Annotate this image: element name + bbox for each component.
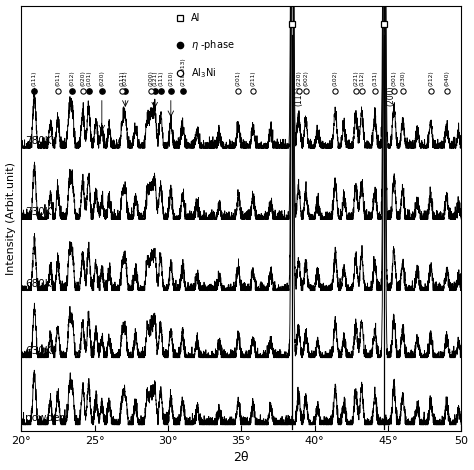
Text: (011): (011) bbox=[55, 71, 60, 86]
Text: (230): (230) bbox=[400, 70, 405, 86]
Text: 680K: 680K bbox=[25, 279, 51, 289]
Text: (112): (112) bbox=[359, 71, 364, 86]
Text: (021): (021) bbox=[123, 70, 128, 86]
Text: (101): (101) bbox=[86, 71, 91, 86]
Text: (012): (012) bbox=[70, 70, 75, 86]
Y-axis label: Intensity (Arbit.unit): Intensity (Arbit.unit) bbox=[6, 162, 16, 275]
X-axis label: 2θ: 2θ bbox=[234, 452, 249, 464]
Text: Al: Al bbox=[191, 13, 201, 23]
Text: (201): (201) bbox=[236, 70, 241, 86]
Text: (210,013): (210,013) bbox=[180, 58, 185, 86]
Text: (200): (200) bbox=[386, 86, 395, 106]
Text: (111): (111) bbox=[294, 86, 303, 106]
Text: (200): (200) bbox=[148, 70, 154, 86]
Text: (040): (040) bbox=[444, 70, 449, 86]
Text: 780K: 780K bbox=[25, 136, 51, 146]
Text: (002): (002) bbox=[303, 70, 309, 86]
Text: (111): (111) bbox=[32, 71, 37, 86]
Text: (211): (211) bbox=[251, 71, 255, 86]
Text: (121): (121) bbox=[152, 71, 157, 86]
Text: (221): (221) bbox=[353, 70, 358, 86]
Text: (111): (111) bbox=[158, 71, 163, 86]
Text: (131): (131) bbox=[373, 71, 377, 86]
Text: 630K: 630K bbox=[25, 345, 51, 356]
Text: (020): (020) bbox=[100, 70, 104, 86]
Text: (210): (210) bbox=[168, 70, 173, 86]
Text: Al$_3$Ni: Al$_3$Ni bbox=[191, 66, 217, 79]
Text: (301): (301) bbox=[392, 70, 396, 86]
Text: (020): (020) bbox=[80, 70, 85, 86]
Text: $\eta$ -phase: $\eta$ -phase bbox=[191, 39, 235, 52]
Text: (111): (111) bbox=[120, 71, 125, 86]
Text: (220): (220) bbox=[296, 70, 301, 86]
Text: (212): (212) bbox=[428, 70, 433, 86]
Text: 730K: 730K bbox=[25, 207, 51, 217]
Text: powder: powder bbox=[25, 413, 64, 423]
Text: (102): (102) bbox=[333, 70, 337, 86]
